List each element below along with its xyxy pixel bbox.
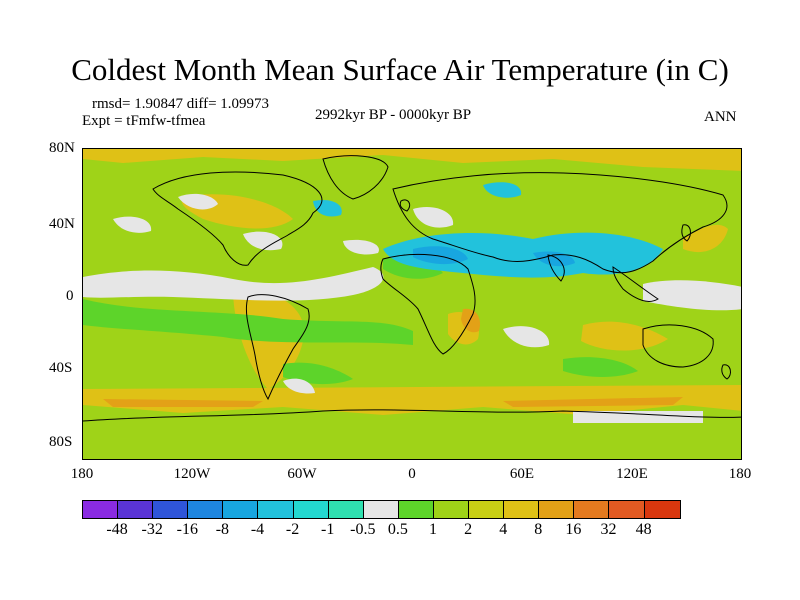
colorbar-label: -16 <box>176 521 198 538</box>
x-tick-label: 180 <box>728 466 752 482</box>
period-label: 2992kyr BP - 0000kyr BP <box>315 107 472 123</box>
coast-antarctica <box>83 409 741 422</box>
x-tick-label: 60E <box>509 466 535 482</box>
colorbar-label: -2 <box>285 521 300 538</box>
colorbar-label: -48 <box>106 521 128 538</box>
coast-north-america <box>152 171 323 266</box>
colorbar-swatch <box>574 501 610 518</box>
colorbar-label: 8 <box>534 521 543 538</box>
colorbar-label: 0.5 <box>387 521 408 538</box>
colorbar-swatch <box>188 501 224 518</box>
colorbar-swatch <box>609 501 645 518</box>
colorbar-swatch <box>539 501 575 518</box>
colorbar-label: 16 <box>565 521 582 538</box>
x-tick-label: 60W <box>287 466 317 482</box>
colorbar-swatch <box>258 501 294 518</box>
colorbar <box>82 500 681 519</box>
colorbar-label: 1 <box>429 521 437 538</box>
colorbar-label: 48 <box>635 521 652 538</box>
colorbar-swatch <box>223 501 259 518</box>
colorbar-label: -32 <box>141 521 163 538</box>
colorbar-label: 4 <box>499 521 508 538</box>
x-tick-label: 180 <box>70 466 94 482</box>
colorbar-swatch <box>153 501 189 518</box>
experiment-label: Expt = tFmfw-tfmea <box>82 113 206 129</box>
y-tick-label: 40N <box>49 216 75 232</box>
y-tick-label: 80N <box>49 140 75 156</box>
colorbar-swatch <box>293 501 329 518</box>
coast-greenland <box>322 155 389 200</box>
coast-eurasia <box>392 172 728 274</box>
map-panel <box>82 148 742 460</box>
y-tick-label: 80S <box>49 434 73 450</box>
x-tick-label: 120E <box>616 466 648 482</box>
colorbar-swatch <box>644 501 680 518</box>
coast-africa <box>380 253 476 355</box>
coast-southeast-asia <box>612 266 659 302</box>
coast-japan <box>681 224 691 242</box>
colorbar-label: -8 <box>215 521 230 538</box>
colorbar-label: 2 <box>464 521 473 538</box>
y-tick-label: 40S <box>49 360 73 376</box>
coast-new-zealand <box>721 364 731 380</box>
coast-australia <box>642 324 714 368</box>
colorbar-label: -0.5 <box>350 521 376 538</box>
colorbar-swatch <box>118 501 154 518</box>
colorbar-swatch <box>328 501 364 518</box>
colorbar-swatch <box>398 501 434 518</box>
colorbar-label: 32 <box>600 521 617 538</box>
coastlines <box>83 155 741 422</box>
colorbar-swatch <box>83 501 119 518</box>
coast-india <box>547 254 565 282</box>
colorbar-swatch <box>363 501 399 518</box>
coast-uk <box>399 199 411 212</box>
season-label: ANN <box>704 109 737 125</box>
map-title: Coldest Month Mean Surface Air Temperatu… <box>71 52 729 87</box>
anomaly-fill-cyan <box>313 182 663 278</box>
colorbar-swatch <box>504 501 540 518</box>
colorbar-swatch <box>433 501 470 518</box>
y-tick-label: 0 <box>66 288 74 304</box>
anomaly-fill-neutral <box>83 193 741 423</box>
colorbar-label: -4 <box>250 521 265 538</box>
coast-south-america <box>245 294 310 401</box>
temperature-map <box>83 149 741 459</box>
colorbar-swatch <box>469 501 505 518</box>
x-tick-label: 120W <box>173 466 211 482</box>
x-tick-label: 0 <box>408 466 416 482</box>
anomaly-fill-darkorange <box>103 308 683 407</box>
colorbar-label: -1 <box>321 521 335 538</box>
stats-text: rmsd= 1.90847 diff= 1.09973 <box>92 96 270 112</box>
